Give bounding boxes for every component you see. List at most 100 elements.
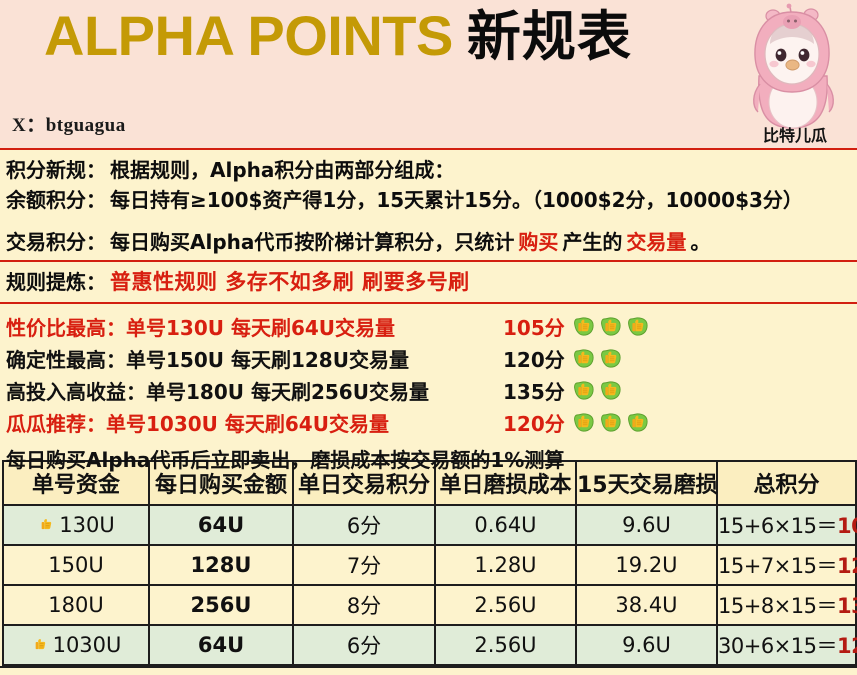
thumbs-up-icon <box>600 347 623 370</box>
plan-score: 105分 <box>503 315 565 340</box>
col-header-daily-buy: 每日购买金额 <box>148 460 294 506</box>
poster-footer: 不要太卷！！！下一期TGE积分要求预测：60分-80分 <box>0 666 857 675</box>
cell-capital: 1030U <box>2 624 150 666</box>
cell-total: 15+8×15＝135 <box>716 584 857 626</box>
cell-daily-points: 6分 <box>292 504 436 546</box>
plan-label: 确定性最高： <box>6 347 126 372</box>
thumbs-up-icon <box>573 411 596 434</box>
plan-most-certain: 确定性最高： 单号150U 每天刷128U交易量 <box>6 342 851 374</box>
table-row: 1030U 64U 6分 2.56U 9.6U 30+6×15＝120 <box>2 624 857 666</box>
total-formula: 15+7×15＝ <box>718 554 838 578</box>
cell-loss-15d: 9.6U <box>575 504 718 546</box>
plan-thumbs <box>573 379 627 402</box>
plan-detail: 单号180U 每天刷256U交易量 <box>146 379 429 404</box>
cell-daily-buy: 128U <box>148 544 294 586</box>
cell-total: 15+7×15＝120 <box>716 544 857 586</box>
plan-score-group: 120分 <box>503 406 654 438</box>
cell-daily-points: 6分 <box>292 624 436 666</box>
total-value: 135 <box>837 594 857 618</box>
col-header-total: 总积分 <box>716 460 857 506</box>
plan-row: 性价比最高： 单号130U 每天刷64U交易量 105分 <box>6 310 851 342</box>
summary-value: 普惠性规则 多存不如多刷 刷要多号刷 <box>110 270 470 294</box>
cell-total: 30+6×15＝120 <box>716 624 857 666</box>
table-header-row: 单号资金 每日购买金额 单日交易积分 单日磨损成本 15天交易磨损 总积分 <box>2 460 857 506</box>
total-formula: 30+6×15＝ <box>718 634 838 658</box>
rule-value-new-rules: 根据规则，Alpha积分由两部分组成： <box>110 158 455 182</box>
total-formula: 15+6×15＝ <box>718 514 838 538</box>
col-header-capital: 单号资金 <box>2 460 150 506</box>
cell-daily-loss: 1.28U <box>434 544 577 586</box>
plan-thumbs <box>573 347 627 370</box>
cell-capital: 180U <box>2 584 150 626</box>
plan-detail: 单号1030U 每天刷64U交易量 <box>106 411 389 436</box>
penguin-mascot-icon <box>753 3 834 129</box>
plan-best-value: 性价比最高： 单号130U 每天刷64U交易量 <box>6 310 851 342</box>
plan-row: 确定性最高： 单号150U 每天刷128U交易量 120分 <box>6 342 851 374</box>
summary-line: 规则提炼： 普惠性规则 多存不如多刷 刷要多号刷 <box>6 266 851 296</box>
cell-loss-15d: 38.4U <box>575 584 718 626</box>
rule-label-trade-points: 交易积分： <box>6 230 106 254</box>
plans-section: 性价比最高： 单号130U 每天刷64U交易量 105分 确定性最高： 单号15… <box>0 302 857 472</box>
cell-daily-loss: 2.56U <box>434 624 577 666</box>
poster-header: ALPHA POINTS 新规表 X：btguagua <box>0 0 857 148</box>
cell-daily-loss: 0.64U <box>434 504 577 546</box>
summary-section: 规则提炼： 普惠性规则 多存不如多刷 刷要多号刷 <box>0 260 857 302</box>
plan-score-group: 135分 <box>503 374 627 406</box>
cell-daily-loss: 2.56U <box>434 584 577 626</box>
cell-total: 15+6×15＝105 <box>716 504 857 546</box>
rule-label-new-rules: 积分新规： <box>6 158 106 182</box>
plan-thumbs <box>573 411 654 434</box>
plan-thumbs <box>573 315 654 338</box>
cell-daily-buy: 64U <box>148 624 294 666</box>
plan-row: 高投入高收益： 单号180U 每天刷256U交易量 135分 <box>6 374 851 406</box>
rules-section: 积分新规： 根据规则，Alpha积分由两部分组成： 余额积分： 每日持有≥100… <box>0 148 857 260</box>
plan-label: 性价比最高： <box>6 315 126 340</box>
cell-capital-value: 1030U <box>52 633 122 657</box>
cell-capital-value: 130U <box>59 513 115 537</box>
cell-loss-15d: 19.2U <box>575 544 718 586</box>
social-handle: X：btguagua <box>12 115 126 136</box>
plan-label: 瓜瓜推荐： <box>6 411 106 436</box>
thumbs-up-icon <box>627 315 650 338</box>
mascot-name-label: 比特儿瓜 <box>762 126 827 145</box>
points-table: 单号资金 每日购买金额 单日交易积分 单日磨损成本 15天交易磨损 总积分 13… <box>2 460 857 666</box>
rule-line-trade-points: 交易积分： 每日购买Alpha代币按阶梯计算积分，只统计 购买 产生的 交易量 … <box>6 226 851 256</box>
col-header-daily-points: 单日交易积分 <box>292 460 436 506</box>
plan-high-investment: 高投入高收益： 单号180U 每天刷256U交易量 <box>6 374 851 406</box>
plan-detail: 单号150U 每天刷128U交易量 <box>126 347 409 372</box>
thumbs-up-icon <box>627 411 650 434</box>
plan-detail: 单号130U 每天刷64U交易量 <box>126 315 396 340</box>
rule-label-balance-points: 余额积分： <box>6 188 106 212</box>
thumbs-up-icon <box>573 379 596 402</box>
plan-score-group: 120分 <box>503 342 627 374</box>
plan-score-group: 105分 <box>503 310 654 342</box>
poster-title: ALPHA POINTS 新规表 <box>44 8 632 64</box>
table-row: 180U 256U 8分 2.56U 38.4U 15+8×15＝135 <box>2 584 857 626</box>
thumbs-up-icon <box>573 315 596 338</box>
title-chinese: 新规表 <box>466 5 632 68</box>
total-value: 120 <box>837 634 857 658</box>
plan-guagua-recommend: 瓜瓜推荐： 单号1030U 每天刷64U交易量 <box>6 406 851 438</box>
thumbs-up-icon <box>31 635 51 655</box>
rule-value-balance-points: 每日持有≥100$资产得1分，15天累计15分。（1000$2分，10000$3… <box>110 188 803 212</box>
cell-daily-buy: 64U <box>148 504 294 546</box>
rule-value-trade-points-end: 。 <box>690 230 711 254</box>
plan-score: 120分 <box>503 411 565 436</box>
rule-line-new-rules: 积分新规： 根据规则，Alpha积分由两部分组成： <box>6 154 851 184</box>
table-row: 130U 64U 6分 0.64U 9.6U 15+6×15＝105 <box>2 504 857 546</box>
total-value: 120 <box>837 554 857 578</box>
penguin-mascot: 比特儿瓜 <box>743 2 847 146</box>
cell-loss-15d: 9.6U <box>575 624 718 666</box>
thumbs-up-icon <box>573 347 596 370</box>
summary-label: 规则提炼： <box>6 270 106 294</box>
plan-row: 瓜瓜推荐： 单号1030U 每天刷64U交易量 120分 <box>6 406 851 438</box>
cell-daily-buy: 256U <box>148 584 294 626</box>
cell-capital: 130U <box>2 504 150 546</box>
thumbs-up-icon <box>600 379 623 402</box>
cell-daily-points: 8分 <box>292 584 436 626</box>
plan-score: 135分 <box>503 379 565 404</box>
cell-capital: 150U <box>2 544 150 586</box>
rule-line-balance-points: 余额积分： 每日持有≥100$资产得1分，15天累计15分。（1000$2分，1… <box>6 184 851 214</box>
rule-value-trade-points-middle: 产生的 <box>562 230 623 254</box>
